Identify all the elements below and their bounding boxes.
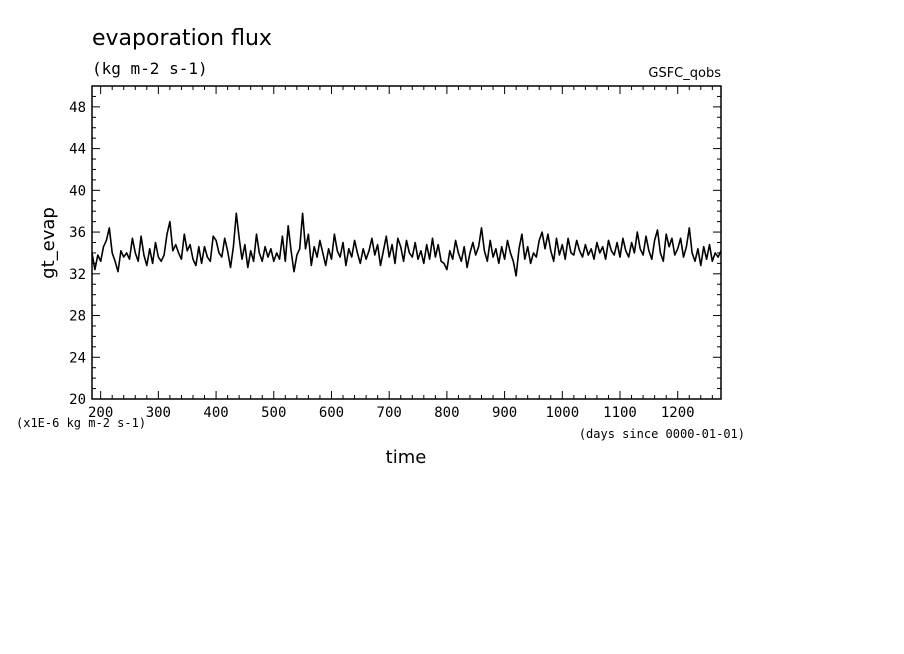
y-tick-label: 28 (69, 309, 86, 325)
x-tick-label: 600 (319, 405, 344, 421)
y-tick-label: 24 (69, 350, 86, 366)
series-line-0 (91, 212, 722, 277)
x-tick-label: 700 (377, 405, 402, 421)
y-axis-unit: (x1E-6 kg m-2 s-1) (16, 416, 146, 430)
x-axis-ticks: 200 300 400 500 600 700 800 900 1000 1100 1200 (88, 86, 713, 421)
y-tick-label: 32 (69, 267, 86, 283)
x-tick-label: 900 (492, 405, 517, 421)
y-tick-label: 44 (69, 142, 86, 158)
chart-title: evaporation flux (92, 26, 272, 51)
x-tick-label: 400 (203, 405, 228, 421)
plot-frame (91, 85, 722, 400)
x-axis-label: time (386, 447, 427, 468)
y-tick-label: 20 (69, 392, 86, 408)
x-tick-label: 1200 (661, 405, 695, 421)
series-group (91, 212, 722, 277)
y-tick-label: 48 (69, 100, 86, 116)
chart-subtitle: (kg m-2 s-1) (92, 59, 208, 78)
x-tick-label: 1000 (545, 405, 579, 421)
x-tick-label: 500 (261, 405, 286, 421)
y-tick-label: 40 (69, 183, 86, 199)
x-tick-label: 800 (434, 405, 459, 421)
y-axis-ticks: 20 24 28 32 36 40 44 48 (69, 85, 721, 408)
y-axis-label: gt_evap (38, 207, 59, 279)
source-label: GSFC_qobs (648, 66, 721, 81)
y-tick-label: 36 (69, 225, 86, 241)
x-axis-unit: (days since 0000-01-01) (579, 427, 745, 441)
x-tick-label: 200 (88, 405, 113, 421)
x-tick-label: 300 (146, 405, 171, 421)
x-tick-label: 1100 (603, 405, 637, 421)
